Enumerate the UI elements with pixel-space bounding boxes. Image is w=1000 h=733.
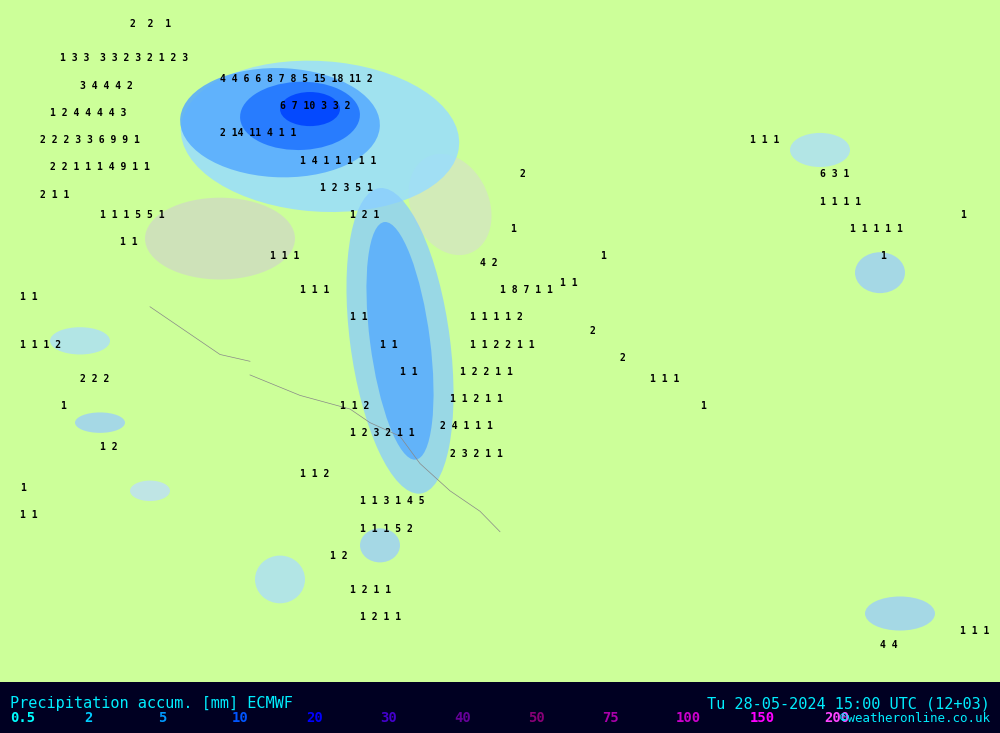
Text: 1 2 1: 1 2 1	[350, 210, 379, 220]
Text: 1 1: 1 1	[350, 312, 368, 323]
Text: 2 2 1 1 1 4 9 1 1: 2 2 1 1 1 4 9 1 1	[50, 163, 150, 172]
Text: 2 3 2 1 1: 2 3 2 1 1	[450, 449, 503, 459]
Text: 1 1 1: 1 1 1	[300, 285, 329, 295]
Text: 1 1 1 1: 1 1 1 1	[820, 196, 861, 207]
Text: 1 1 2 1 1: 1 1 2 1 1	[450, 394, 503, 404]
Text: 2 14 11 4 1 1: 2 14 11 4 1 1	[220, 128, 296, 139]
Text: 1 2 2 1 1: 1 2 2 1 1	[460, 367, 513, 377]
Ellipse shape	[366, 222, 434, 460]
Text: 1 1: 1 1	[560, 279, 578, 288]
Text: 1 1: 1 1	[20, 510, 38, 520]
Text: 5: 5	[158, 711, 166, 726]
Text: 150: 150	[750, 711, 775, 726]
Ellipse shape	[280, 92, 340, 126]
Text: 1 1: 1 1	[120, 237, 138, 248]
Text: 1: 1	[510, 224, 516, 234]
Text: 2  2  1: 2 2 1	[130, 19, 171, 29]
Text: 30: 30	[380, 711, 397, 726]
Text: 1 3 3: 1 3 3	[60, 54, 89, 63]
Text: 1 1 1 1 1: 1 1 1 1 1	[850, 224, 903, 234]
Text: 1: 1	[700, 401, 706, 411]
Text: 1 1 1: 1 1 1	[960, 626, 989, 636]
Text: 2: 2	[620, 353, 626, 364]
Ellipse shape	[240, 82, 360, 150]
Text: Precipitation accum. [mm] ECMWF: Precipitation accum. [mm] ECMWF	[10, 696, 293, 711]
Text: 2 4 1 1 1: 2 4 1 1 1	[440, 421, 493, 432]
Ellipse shape	[130, 481, 170, 501]
Text: 2 2 2 3 3 6 9 9 1: 2 2 2 3 3 6 9 9 1	[40, 135, 140, 145]
Text: 1: 1	[600, 251, 606, 261]
Text: 1 1 1 5 2: 1 1 1 5 2	[360, 523, 413, 534]
Text: 1 2 3 5 1: 1 2 3 5 1	[320, 183, 373, 193]
Text: 3 3 2 3 2 1 2 3: 3 3 2 3 2 1 2 3	[100, 54, 188, 63]
Ellipse shape	[50, 327, 110, 355]
Text: 100: 100	[676, 711, 701, 726]
Text: Tu 28-05-2024 15:00 UTC (12+03): Tu 28-05-2024 15:00 UTC (12+03)	[707, 696, 990, 711]
Ellipse shape	[181, 61, 459, 212]
Text: 1: 1	[60, 401, 66, 411]
Text: 1 1: 1 1	[380, 339, 398, 350]
Text: 1 8 7 1 1: 1 8 7 1 1	[500, 285, 553, 295]
Text: 1 1 2: 1 1 2	[300, 469, 329, 479]
Text: 1 2 3 2 1 1: 1 2 3 2 1 1	[350, 428, 415, 438]
Text: 2 2 2: 2 2 2	[80, 374, 109, 384]
Text: 1 2 4 4 4 4 3: 1 2 4 4 4 4 3	[50, 108, 126, 118]
Ellipse shape	[360, 528, 400, 562]
Ellipse shape	[855, 252, 905, 293]
Text: 1 1 1 2: 1 1 1 2	[20, 339, 61, 350]
Ellipse shape	[790, 133, 850, 167]
Ellipse shape	[255, 556, 305, 603]
Text: 1 2 1 1: 1 2 1 1	[360, 612, 401, 622]
Ellipse shape	[865, 597, 935, 630]
Text: 1 2 1 1: 1 2 1 1	[350, 585, 391, 595]
Ellipse shape	[180, 68, 380, 177]
Text: 10: 10	[232, 711, 249, 726]
Text: ©weatheronline.co.uk: ©weatheronline.co.uk	[840, 712, 990, 726]
Text: 1 1 1 5 5 1: 1 1 1 5 5 1	[100, 210, 165, 220]
Text: 2: 2	[520, 169, 526, 180]
Ellipse shape	[75, 413, 125, 433]
Text: 1 4 1 1 1 1 1: 1 4 1 1 1 1 1	[300, 155, 376, 166]
Text: 1 1 1: 1 1 1	[750, 135, 779, 145]
Text: 6 7 10 3 3 2: 6 7 10 3 3 2	[280, 101, 351, 111]
Text: 1: 1	[960, 210, 966, 220]
Ellipse shape	[145, 198, 295, 279]
Ellipse shape	[346, 188, 454, 493]
Text: 1 2: 1 2	[100, 442, 118, 452]
Text: 200: 200	[824, 711, 849, 726]
Text: 50: 50	[528, 711, 545, 726]
Text: 2 1 1: 2 1 1	[40, 190, 69, 199]
Text: 1 1 1 1 2: 1 1 1 1 2	[470, 312, 523, 323]
Text: 1 1 3 1 4 5: 1 1 3 1 4 5	[360, 496, 425, 507]
Text: 2: 2	[84, 711, 92, 726]
Text: 4 2: 4 2	[480, 258, 498, 268]
Text: 1: 1	[880, 251, 886, 261]
Text: 1 1 2: 1 1 2	[340, 401, 369, 411]
Text: 1 1 1: 1 1 1	[270, 251, 299, 261]
Text: 1 1: 1 1	[400, 367, 418, 377]
Text: 0.5: 0.5	[10, 711, 35, 726]
Text: 75: 75	[602, 711, 619, 726]
Text: 2: 2	[590, 326, 596, 336]
Text: 4 4: 4 4	[880, 640, 898, 649]
Text: 3 4 4 4 2: 3 4 4 4 2	[80, 81, 133, 91]
Text: 40: 40	[454, 711, 471, 726]
Text: 20: 20	[306, 711, 323, 726]
Text: 1 1: 1 1	[20, 292, 38, 302]
Text: 4 4 6 6 8 7 8 5 15 18 11 2: 4 4 6 6 8 7 8 5 15 18 11 2	[220, 74, 373, 84]
Text: 1 2: 1 2	[330, 551, 348, 561]
Text: 1 1 2 2 1 1: 1 1 2 2 1 1	[470, 339, 535, 350]
Ellipse shape	[409, 154, 491, 255]
Text: 1 1 1: 1 1 1	[650, 374, 679, 384]
Text: 6 3 1: 6 3 1	[820, 169, 849, 180]
Text: 1: 1	[20, 483, 26, 493]
